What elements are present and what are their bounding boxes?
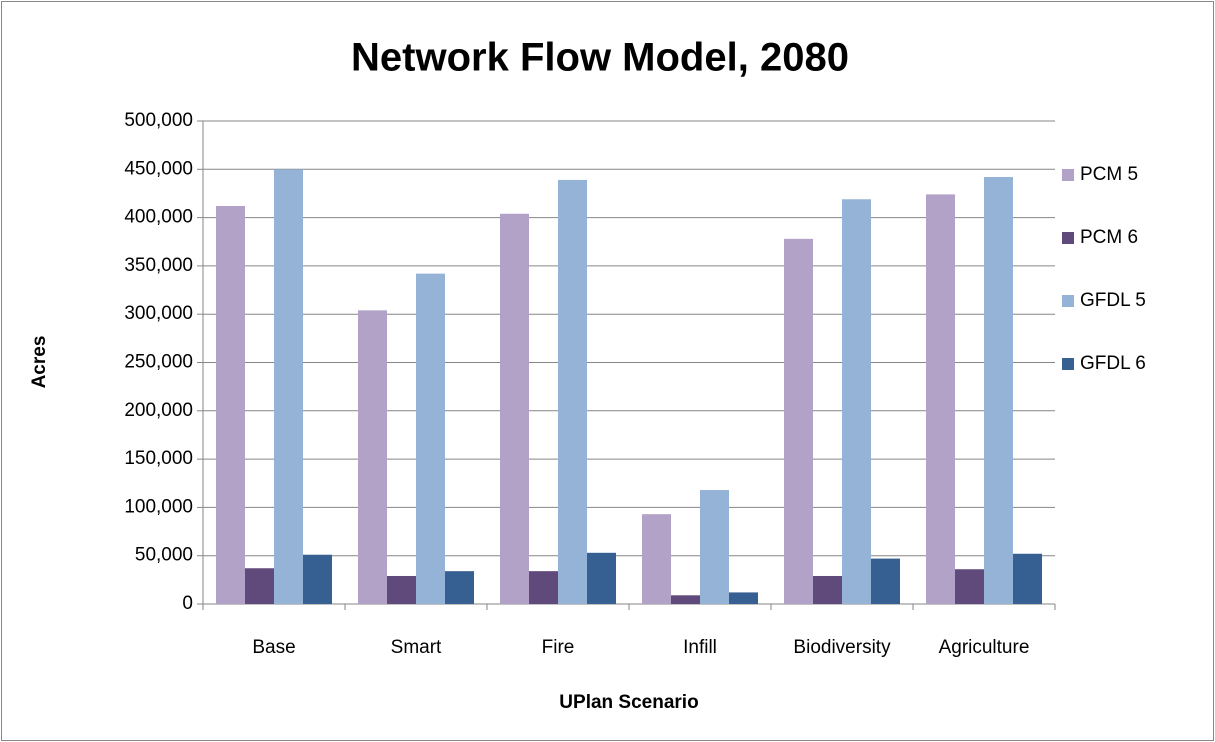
bar bbox=[587, 552, 616, 604]
y-axis-title: Acres bbox=[29, 336, 50, 389]
bar bbox=[700, 490, 729, 604]
legend-label: GFDL 6 bbox=[1080, 353, 1146, 374]
x-tick-label: Infill bbox=[683, 637, 717, 658]
y-tick-label: 300,000 bbox=[124, 303, 193, 324]
y-tick-label: 500,000 bbox=[124, 110, 193, 131]
bar bbox=[984, 177, 1013, 604]
bar bbox=[445, 571, 474, 604]
legend-label: PCM 5 bbox=[1080, 164, 1138, 185]
bar bbox=[245, 568, 274, 604]
legend-label: GFDL 5 bbox=[1080, 290, 1146, 311]
bar bbox=[642, 514, 671, 604]
bar bbox=[529, 571, 558, 604]
bar bbox=[813, 575, 842, 604]
bar bbox=[729, 592, 758, 604]
legend-swatch bbox=[1062, 232, 1074, 244]
x-axis-title: UPlan Scenario bbox=[559, 692, 698, 713]
bar bbox=[358, 310, 387, 604]
x-tick-label: Base bbox=[252, 637, 295, 658]
legend-swatch bbox=[1062, 295, 1074, 307]
y-tick-label: 200,000 bbox=[124, 400, 193, 421]
y-tick-label: 400,000 bbox=[124, 207, 193, 228]
bar bbox=[500, 213, 529, 604]
bar bbox=[558, 179, 587, 604]
bar bbox=[784, 238, 813, 605]
bar bbox=[871, 558, 900, 604]
y-tick-label: 0 bbox=[182, 593, 193, 614]
bar bbox=[216, 206, 245, 604]
bar bbox=[387, 575, 416, 604]
bar bbox=[303, 554, 332, 604]
y-tick-label: 350,000 bbox=[124, 255, 193, 276]
bar bbox=[926, 194, 955, 604]
bar bbox=[671, 595, 700, 604]
legend-swatch bbox=[1062, 169, 1074, 181]
x-tick-label: Agriculture bbox=[939, 637, 1030, 658]
legend-swatch bbox=[1062, 358, 1074, 370]
x-tick-label: Fire bbox=[542, 637, 575, 658]
y-tick-label: 150,000 bbox=[124, 448, 193, 469]
y-tick-label: 100,000 bbox=[124, 496, 193, 517]
x-tick-label: Smart bbox=[391, 637, 442, 658]
x-tick-label: Biodiversity bbox=[793, 637, 891, 658]
bar bbox=[274, 169, 303, 605]
y-tick-label: 50,000 bbox=[135, 545, 193, 566]
bar bbox=[842, 199, 871, 604]
bar bbox=[416, 273, 445, 604]
legend-label: PCM 6 bbox=[1080, 227, 1138, 248]
bar bbox=[1013, 553, 1042, 604]
chart-title: Network Flow Model, 2080 bbox=[351, 36, 849, 80]
bar bbox=[955, 569, 984, 604]
y-tick-label: 250,000 bbox=[124, 352, 193, 373]
y-tick-label: 450,000 bbox=[124, 158, 193, 179]
